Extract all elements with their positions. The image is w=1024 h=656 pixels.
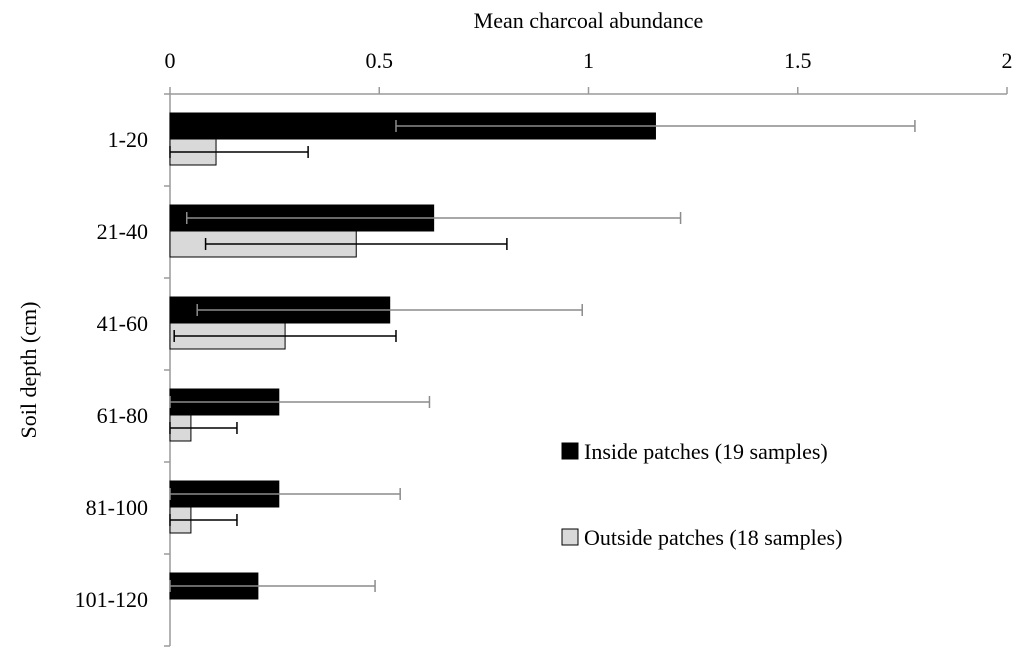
y-category-label: 41-60 [97, 311, 148, 336]
inside-patches-error-bar [395, 120, 916, 132]
legend-label-outside: Outside patches (18 samples) [584, 525, 842, 550]
legend-swatch-inside [561, 442, 579, 460]
y-category-label: 81-100 [86, 495, 148, 520]
y-category-label: 1-20 [108, 127, 148, 152]
inside-patches-error-bar [169, 580, 376, 592]
x-tick-label: 2 [1002, 48, 1013, 73]
x-tick-label: 0.5 [366, 48, 394, 73]
y-category-label: 61-80 [97, 403, 148, 428]
legend: Inside patches (19 samples) Outside patch… [561, 439, 842, 550]
legend-swatch-outside [561, 528, 579, 546]
axes: 0 0.5 1 1.5 2 1-20 21-40 41-60 61-80 81-100 101-12… [75, 48, 1013, 647]
outside-patches-error-bar [204, 238, 508, 250]
x-axis-title: Mean charcoal abundance [474, 8, 704, 33]
outside-patches-error-bar [169, 146, 309, 158]
y-axis-title: Soil depth (cm) [16, 302, 41, 439]
inside-patches-error-bar [169, 488, 401, 500]
inside-patches-error-bar [169, 396, 431, 408]
x-tick-label: 0 [165, 48, 176, 73]
inside-patches-error-bar [196, 304, 583, 316]
outside-patches-error-bar [169, 514, 238, 526]
x-tick-label: 1.5 [784, 48, 812, 73]
y-category-label: 21-40 [97, 219, 148, 244]
x-tick-label: 1 [583, 48, 594, 73]
legend-label-inside: Inside patches (19 samples) [584, 439, 828, 464]
inside-patches-error-bar [185, 212, 682, 224]
y-category-label: 101-120 [75, 587, 148, 612]
outside-patches-error-bar [169, 422, 238, 434]
bars [169, 112, 916, 600]
outside-patches-error-bar [173, 330, 397, 342]
